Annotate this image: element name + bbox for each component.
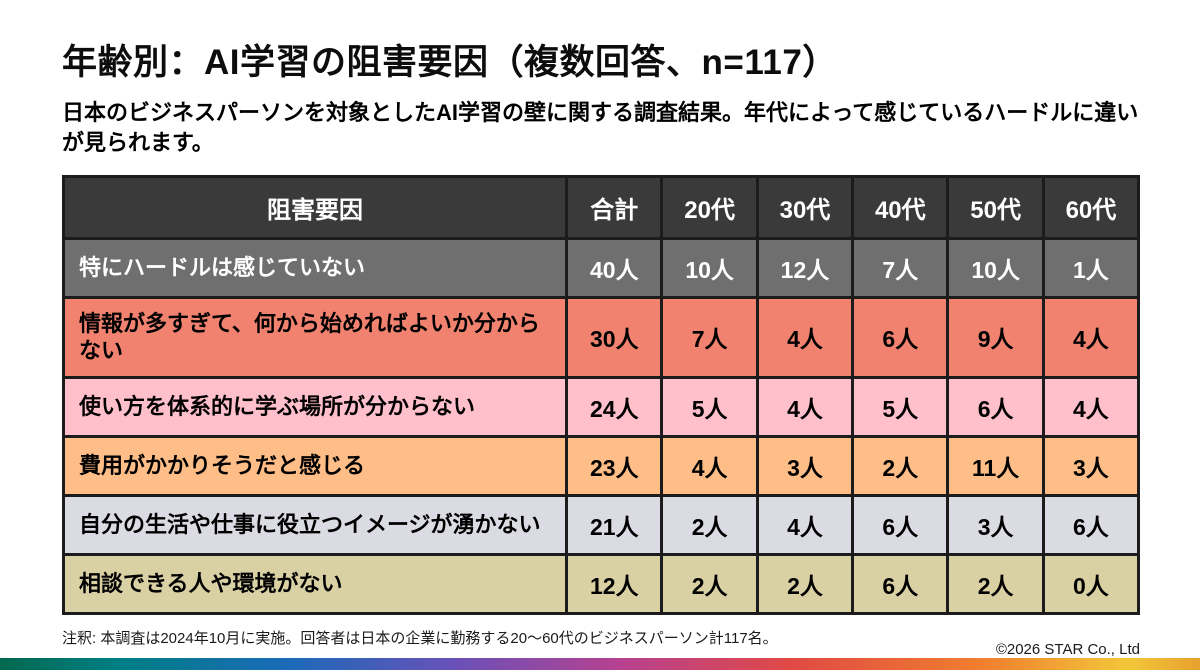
row-label: 相談できる人や環境がない <box>61 552 569 615</box>
cell-50s: 2人 <box>946 552 1045 615</box>
cell-total: 30人 <box>565 295 664 379</box>
table-row: 使い方を体系的に学ぶ場所が分からない 24人 5人 4人 5人 6人 4人 <box>61 375 1141 438</box>
cell-20s: 7人 <box>660 295 759 379</box>
cell-40s: 2人 <box>851 434 950 497</box>
cell-total: 12人 <box>565 552 664 615</box>
cell-50s: 6人 <box>946 375 1045 438</box>
copyright: ©2026 STAR Co., Ltd <box>995 640 1140 658</box>
table-row: 相談できる人や環境がない 12人 2人 2人 6人 2人 0人 <box>61 552 1141 615</box>
column-header-factor: 阻害要因 <box>61 174 569 240</box>
cell-60s: 4人 <box>1041 295 1141 379</box>
cell-30s: 4人 <box>755 295 855 379</box>
cell-30s: 3人 <box>755 434 855 497</box>
cell-20s: 2人 <box>660 552 759 615</box>
cell-30s: 12人 <box>755 236 855 299</box>
row-label: 特にハードルは感じていない <box>61 236 569 299</box>
column-header-total: 合計 <box>565 174 664 240</box>
cell-40s: 7人 <box>851 236 950 299</box>
table-row: 費用がかかりそうだと感じる 23人 4人 3人 2人 11人 3人 <box>61 434 1141 497</box>
cell-60s: 3人 <box>1041 434 1141 497</box>
page-title: 年齢別：AI学習の阻害要因（複数回答、n=117） <box>62 43 838 82</box>
cell-60s: 6人 <box>1041 493 1141 556</box>
cell-50s: 9人 <box>946 295 1045 379</box>
row-label: 自分の生活や仕事に役立つイメージが湧かない <box>61 493 569 556</box>
cell-40s: 6人 <box>851 295 950 379</box>
cell-50s: 10人 <box>946 236 1045 299</box>
subtitle: 日本のビジネスパーソンを対象としたAI学習の壁に関する調査結果。年代によって感じ… <box>62 100 1139 156</box>
table-row: 特にハードルは感じていない 40人 10人 12人 7人 10人 1人 <box>61 236 1141 299</box>
row-label: 情報が多すぎて、何から始めればよいか分からない <box>61 295 569 379</box>
column-header-20s: 20代 <box>660 174 759 240</box>
cell-total: 40人 <box>565 236 664 299</box>
table-row: 情報が多すぎて、何から始めればよいか分からない 30人 7人 4人 6人 9人 … <box>61 295 1141 379</box>
rainbow-strip <box>0 658 1200 670</box>
cell-20s: 5人 <box>660 375 759 438</box>
cell-50s: 11人 <box>946 434 1045 497</box>
cell-60s: 0人 <box>1041 552 1141 615</box>
footer: 注釈: 本調査は2024年10月に実施。回答者は日本の企業に勤務する20〜60代… <box>62 627 1140 658</box>
cell-total: 23人 <box>565 434 664 497</box>
row-label: 費用がかかりそうだと感じる <box>61 434 569 497</box>
column-header-60s: 60代 <box>1041 174 1141 240</box>
cell-40s: 5人 <box>851 375 950 438</box>
column-header-30s: 30代 <box>755 174 855 240</box>
cell-60s: 4人 <box>1041 375 1141 438</box>
cell-30s: 2人 <box>755 552 855 615</box>
cell-20s: 10人 <box>660 236 759 299</box>
cell-40s: 6人 <box>851 493 950 556</box>
cell-20s: 2人 <box>660 493 759 556</box>
cell-60s: 1人 <box>1041 236 1141 299</box>
cell-40s: 6人 <box>851 552 950 615</box>
cell-30s: 4人 <box>755 493 855 556</box>
cell-total: 21人 <box>565 493 664 556</box>
column-header-50s: 50代 <box>946 174 1045 240</box>
table-row: 自分の生活や仕事に役立つイメージが湧かない 21人 2人 4人 6人 3人 6人 <box>61 493 1141 556</box>
survey-table: 阻害要因 合計 20代 30代 40代 50代 60代 特にハードルは感じていな… <box>61 174 1141 615</box>
column-header-40s: 40代 <box>851 174 950 240</box>
table-header-row: 阻害要因 合計 20代 30代 40代 50代 60代 <box>61 174 1141 240</box>
cell-20s: 4人 <box>660 434 759 497</box>
cell-50s: 3人 <box>946 493 1045 556</box>
cell-total: 24人 <box>565 375 664 438</box>
footnote: 注釈: 本調査は2024年10月に実施。回答者は日本の企業に勤務する20〜60代… <box>62 629 778 647</box>
cell-30s: 4人 <box>755 375 855 438</box>
row-label: 使い方を体系的に学ぶ場所が分からない <box>61 375 569 438</box>
